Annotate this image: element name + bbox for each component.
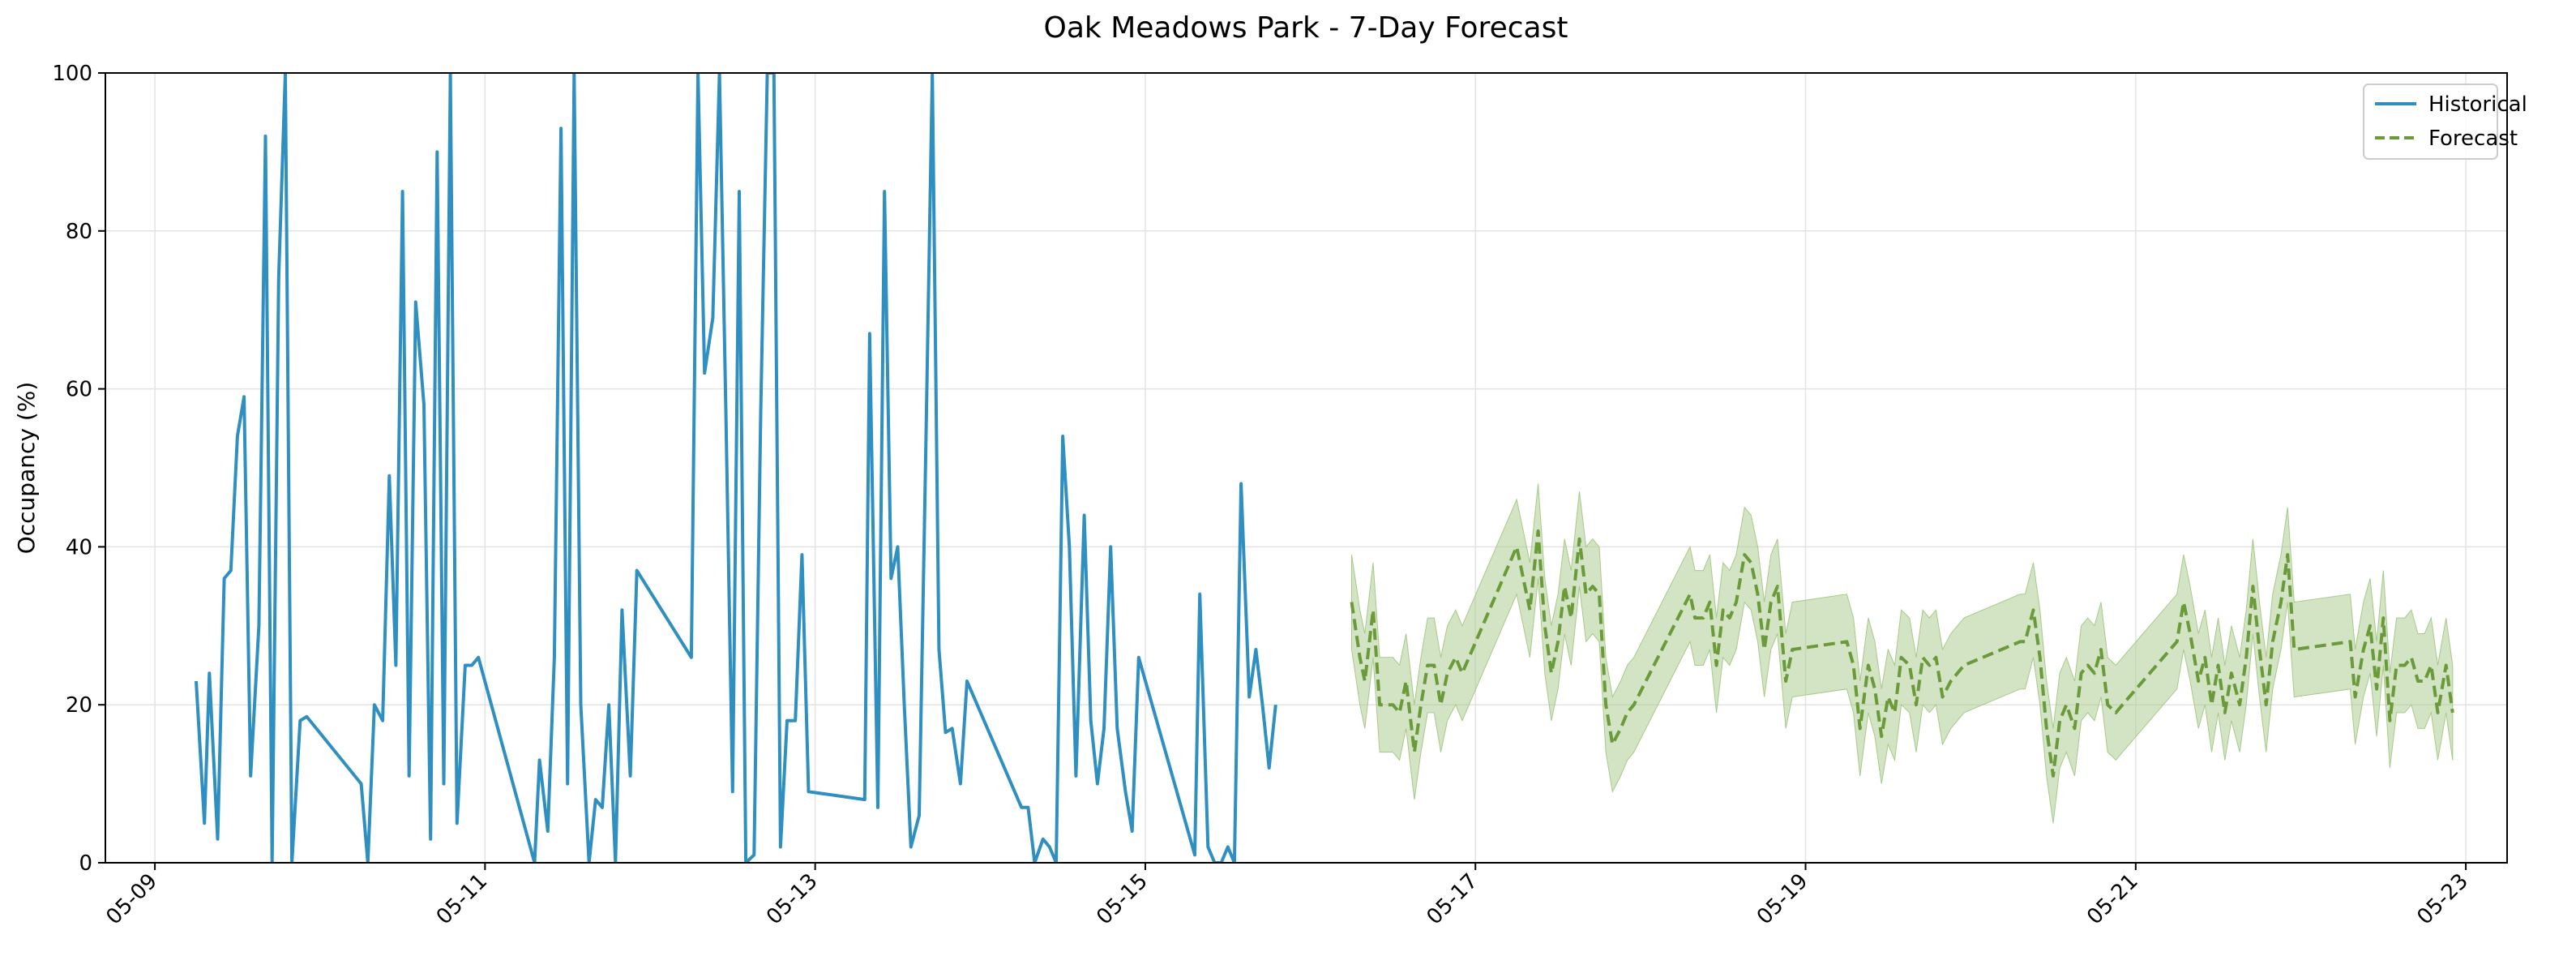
legend-forecast-label: Forecast	[2428, 126, 2518, 151]
series-line-historical	[195, 73, 1277, 863]
plot-frame	[105, 72, 2508, 864]
y-axis-ticks: 0 20 40 60 80 100	[52, 62, 105, 876]
y-axis-label: Occupancy (%)	[13, 382, 40, 555]
legend: Historical Forecast	[2363, 84, 2527, 160]
y-tick-label: 60	[66, 378, 92, 402]
y-tick-label: 40	[66, 535, 92, 559]
y-tick-label: 80	[66, 220, 92, 244]
series-line-forecast	[1350, 529, 2454, 778]
series-lines	[195, 73, 2454, 863]
y-tick-label: 20	[66, 693, 92, 718]
forecast-band	[1351, 483, 2454, 824]
y-tick-label: 0	[79, 851, 92, 876]
y-tick-label: 100	[52, 62, 92, 86]
forecast-confidence-band	[1351, 483, 2454, 824]
chart-title: Oak Meadows Park - 7-Day Forecast	[1044, 11, 1568, 45]
legend-historical-label: Historical	[2428, 92, 2527, 117]
